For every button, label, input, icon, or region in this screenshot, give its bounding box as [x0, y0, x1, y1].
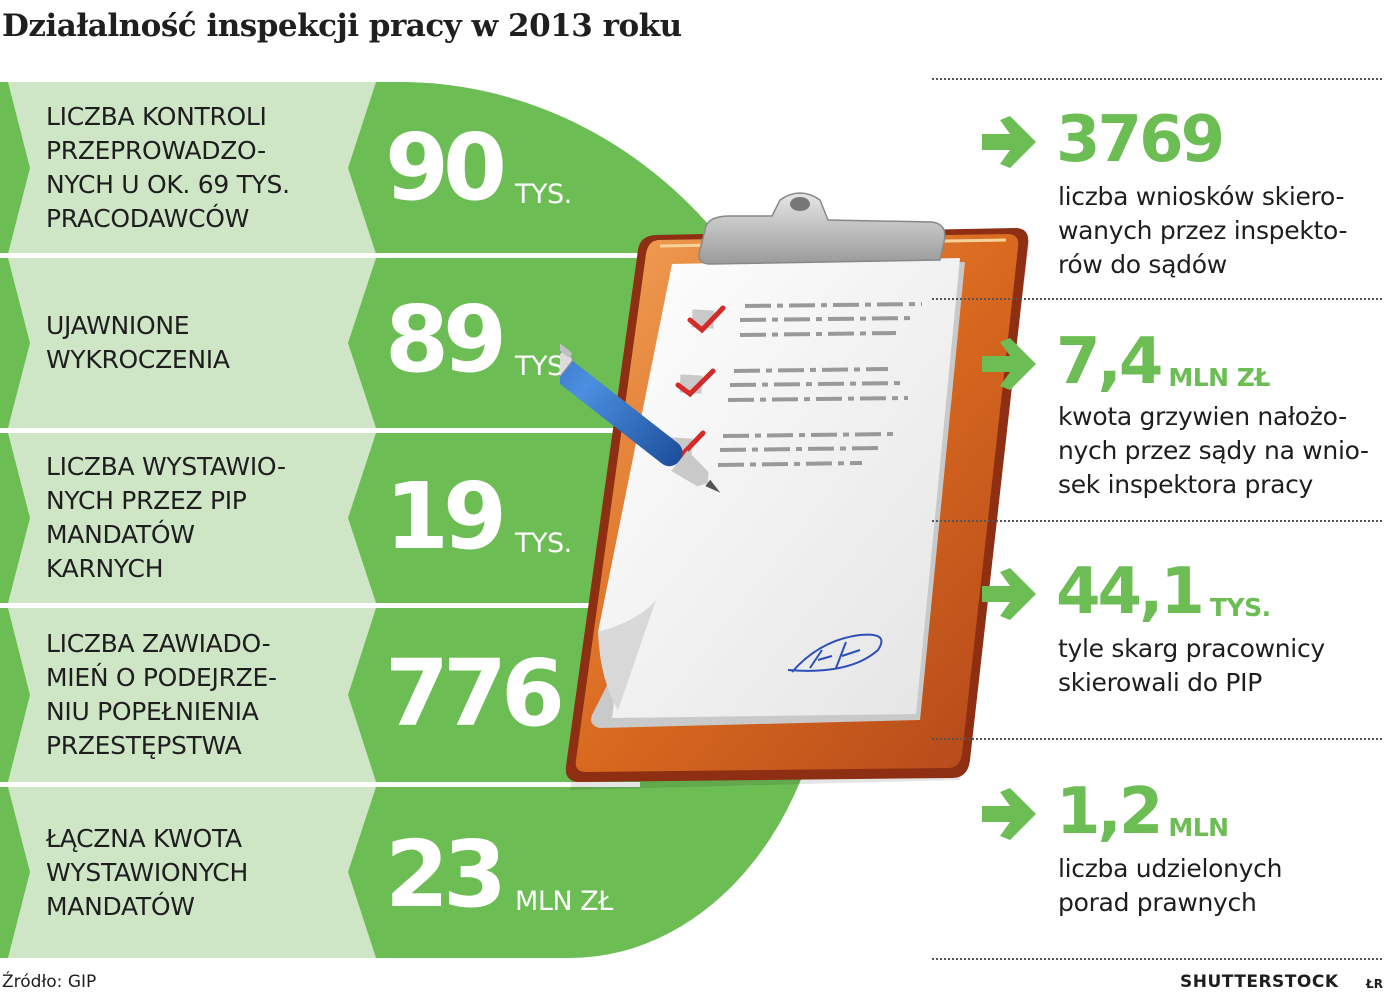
dotted-divider [932, 738, 1382, 740]
row-label: LICZBA KONTROLI PRZEPROWADZO- NYCH U OK.… [46, 102, 290, 233]
left-stats-table: LICZBA KONTROLI PRZEPROWADZO- NYCH U OK.… [0, 82, 640, 958]
clipboard-checklist-icon [487, 180, 1040, 800]
arrow-right-icon [982, 338, 1036, 390]
row-value: 23 MLN ZŁ [385, 821, 613, 928]
stat-row: LICZBA ZAWIADO- MIEŃ O PODEJRZE- NIU POP… [0, 608, 640, 782]
stat-row: UJAWNIONE WYKROCZENIA 89 TYS. [0, 258, 640, 428]
row-label-background [0, 82, 380, 254]
row-divider [0, 603, 640, 608]
row-label: LICZBA WYSTAWIO- NYCH PRZEZ PIP MANDATÓW… [46, 452, 286, 583]
row-label: UJAWNIONE WYKROCZENIA [46, 311, 230, 374]
source-note: Źródło: GIP [2, 972, 97, 992]
arrow-right-icon [982, 568, 1036, 620]
row-divider [0, 782, 640, 787]
stat-row: LICZBA KONTROLI PRZEPROWADZO- NYCH U OK.… [0, 82, 640, 254]
arrow-right-icon [982, 116, 1036, 168]
row-divider [0, 253, 640, 258]
dotted-divider [932, 958, 1382, 960]
image-credit: SHUTTERSTOCK [1180, 972, 1339, 992]
author-initials: ŁR [1366, 977, 1383, 991]
row-value: 776 [385, 640, 565, 747]
dotted-divider [932, 520, 1382, 522]
stat-row: LICZBA WYSTAWIO- NYCH PRZEZ PIP MANDATÓW… [0, 433, 640, 603]
row-label-background [0, 433, 380, 603]
stat-row: ŁĄCZNA KWOTA WYSTAWIONYCH MANDATÓW 23 MLN… [0, 787, 640, 958]
row-value: 89 TYS. [385, 286, 572, 393]
dotted-divider [932, 78, 1382, 80]
arrow-right-icon [982, 788, 1036, 840]
row-divider [0, 428, 640, 433]
row-label-background [0, 608, 380, 782]
row-value: 19 TYS. [385, 463, 572, 570]
infographic-title: Działalność inspekcji pracy w 2013 roku [2, 8, 682, 44]
row-label-background [0, 258, 380, 428]
row-label-background [0, 787, 380, 958]
dotted-divider [932, 298, 1382, 300]
row-label: LICZBA ZAWIADO- MIEŃ O PODEJRZE- NIU POP… [46, 629, 277, 760]
row-value: 90 TYS. [385, 114, 572, 221]
row-label: ŁĄCZNA KWOTA WYSTAWIONYCH MANDATÓW [46, 823, 248, 921]
